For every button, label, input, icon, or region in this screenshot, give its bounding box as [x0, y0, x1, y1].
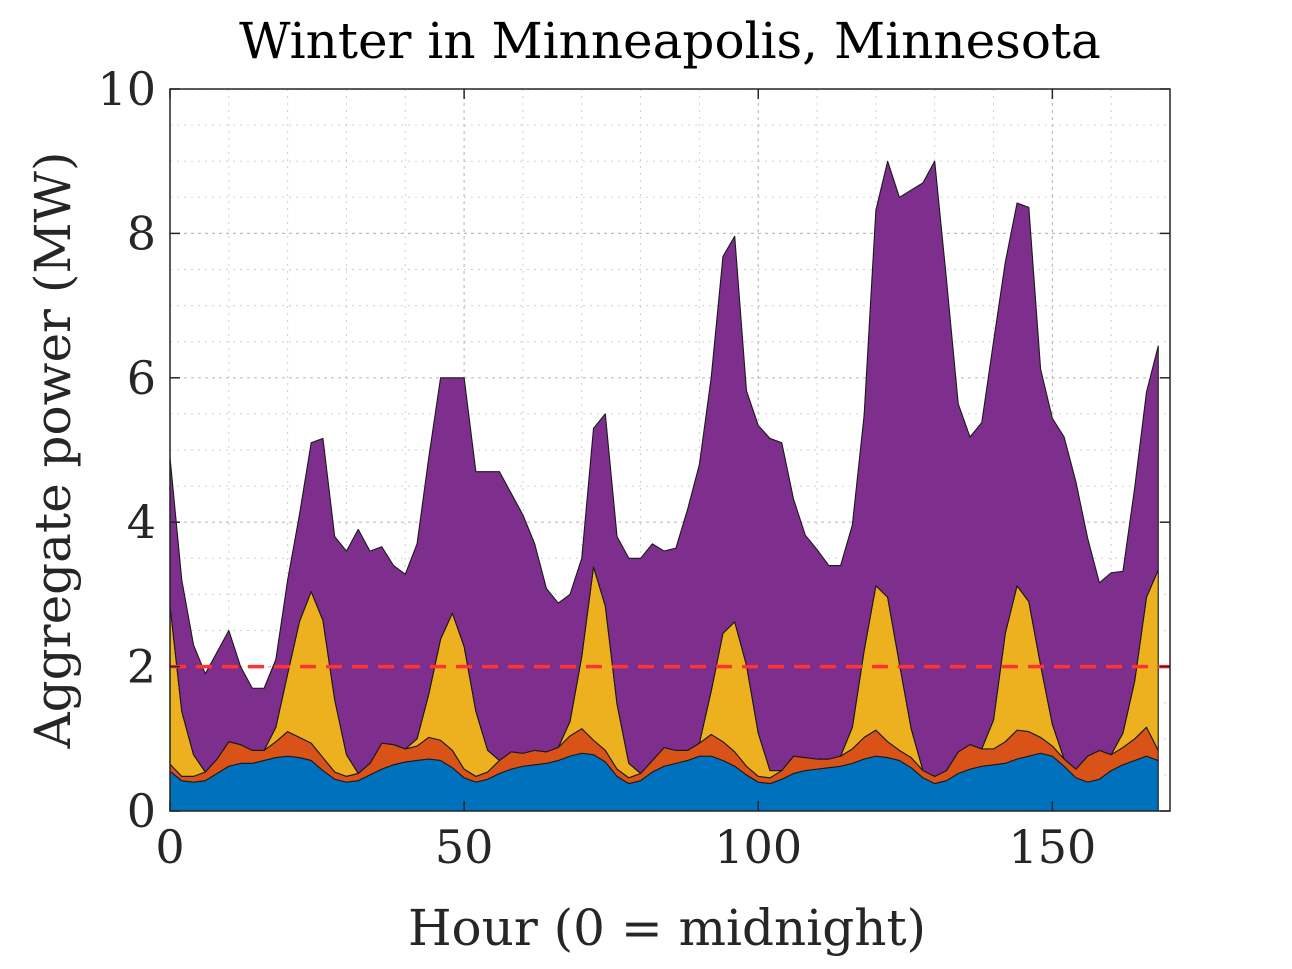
x-tick-label: 0: [155, 820, 184, 874]
x-tick-label: 50: [435, 820, 494, 874]
y-tick-label: 2: [127, 640, 156, 694]
x-tick-labels: 0 50 100 150: [155, 820, 1096, 874]
plot-frame: [169, 88, 1171, 812]
y-tick-labels: 0 2 4 6 8 10: [97, 62, 156, 838]
y-axis-label: Aggregate power (MW): [24, 152, 82, 750]
area-series-4: [169, 160, 1159, 777]
x-tick-label: 150: [1008, 820, 1096, 874]
y-tick-label: 0: [127, 784, 156, 838]
y-tick-label: 10: [97, 62, 156, 116]
axis-ticks: [169, 88, 1170, 812]
y-tick-label: 8: [127, 206, 156, 260]
x-tick-label: 100: [714, 820, 802, 874]
y-tick-label: 4: [127, 495, 156, 549]
stacked-areas: [169, 160, 1159, 812]
chart-title: Winter in Minneapolis, Minnesota: [239, 12, 1101, 70]
y-tick-label: 6: [127, 351, 156, 405]
x-axis-label: Hour (0 = midnight): [408, 899, 926, 957]
